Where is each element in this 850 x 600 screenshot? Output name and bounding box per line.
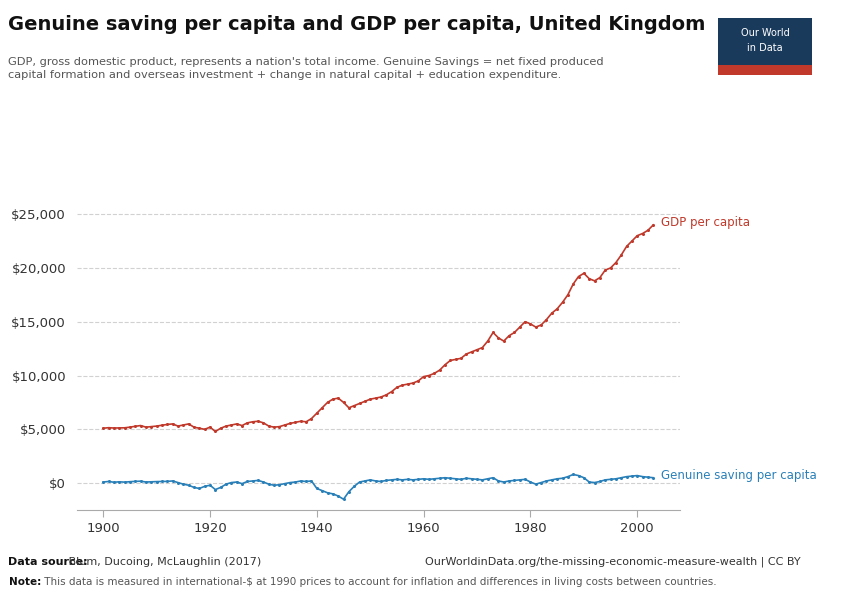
- Text: Our World: Our World: [740, 28, 790, 38]
- Text: GDP, gross domestic product, represents a nation's total income. Genuine Savings: GDP, gross domestic product, represents …: [8, 57, 604, 80]
- Text: Data source:: Data source:: [8, 557, 88, 567]
- Bar: [718, 18, 812, 65]
- Text: This data is measured in international-$ at 1990 prices to account for inflation: This data is measured in international-$…: [41, 577, 717, 587]
- Text: Genuine saving per capita and GDP per capita, United Kingdom: Genuine saving per capita and GDP per ca…: [8, 15, 706, 34]
- Text: Note:: Note:: [8, 577, 41, 587]
- Text: Genuine saving per capita: Genuine saving per capita: [661, 469, 817, 482]
- Text: OurWorldinData.org/the-missing-economic-measure-wealth | CC BY: OurWorldinData.org/the-missing-economic-…: [425, 557, 801, 568]
- Text: in Data: in Data: [747, 43, 783, 53]
- Text: GDP per capita: GDP per capita: [661, 216, 751, 229]
- Bar: [718, 65, 812, 75]
- Text: Blum, Ducoing, McLaughlin (2017): Blum, Ducoing, McLaughlin (2017): [65, 557, 262, 567]
